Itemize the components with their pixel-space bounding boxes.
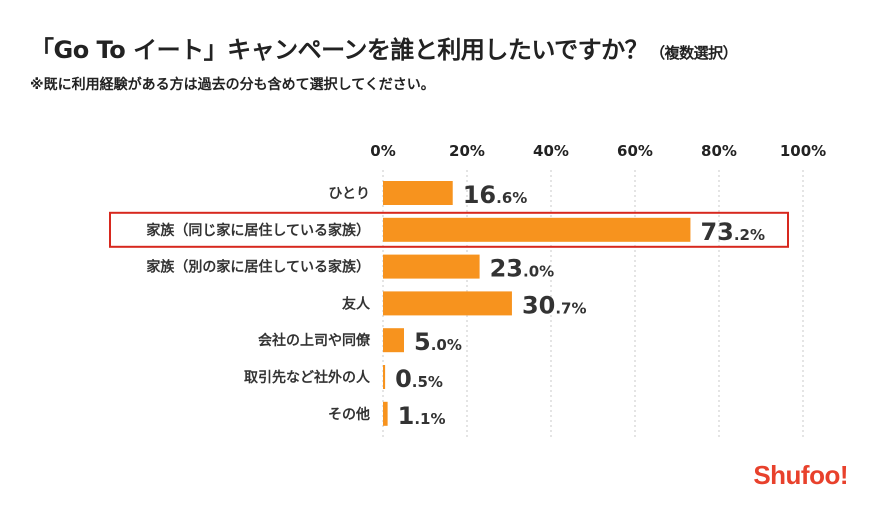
chart-subtitle: ※既に利用経験がある方は過去の分も含めて選択してください。 [30,77,435,93]
shufoo-logo: Shufoo! [753,460,848,490]
bar [383,217,691,242]
category-label: ひとり [328,186,370,202]
x-tick-label: 40% [533,142,569,160]
value-label: 0.5% [395,365,443,393]
x-tick-label: 100% [780,142,826,160]
x-tick-label: 20% [449,142,485,160]
x-tick-label: 60% [617,142,653,160]
value-label: 73.2% [700,218,765,246]
bar [383,254,480,279]
value-label: 30.7% [522,291,587,319]
category-label: 家族（別の家に居住している家族） [146,259,370,276]
bar [383,365,386,389]
highlight-box [109,211,789,248]
chart-title: 「Go To イート」キャンペーンを誰と利用したいですか？ （複数選択） [30,30,738,65]
value-label: 23.0% [490,255,555,283]
bar [383,181,453,205]
bar [383,401,388,426]
value-label: 1.1% [398,402,446,430]
x-tick-label: 80% [701,142,737,160]
bars [383,181,691,426]
category-label: その他 [328,406,370,423]
value-label: 16.6% [463,181,528,209]
category-label: 会社の上司や同僚 [258,332,371,349]
value-labels: 16.6% 73.2% 23.0% 30.7% 5.0% 0.5% 1.1% [395,181,765,430]
x-axis-ticks: 0% 20% 40% 60% 80% 100% [370,142,826,160]
category-label: 友人 [342,295,371,312]
category-label: 家族（同じ家に居住している家族） [146,222,370,239]
bar [383,291,512,316]
category-label: 取引先など社外の人 [244,369,371,386]
bar [383,328,404,353]
chart-title-suffix: （複数選択） [650,44,738,62]
x-tick-label: 0% [370,142,395,160]
chart-title-text: 「Go To イート」キャンペーンを誰と利用したいですか？ [30,36,649,64]
highlight-box [109,211,789,248]
value-label: 5.0% [414,328,462,356]
